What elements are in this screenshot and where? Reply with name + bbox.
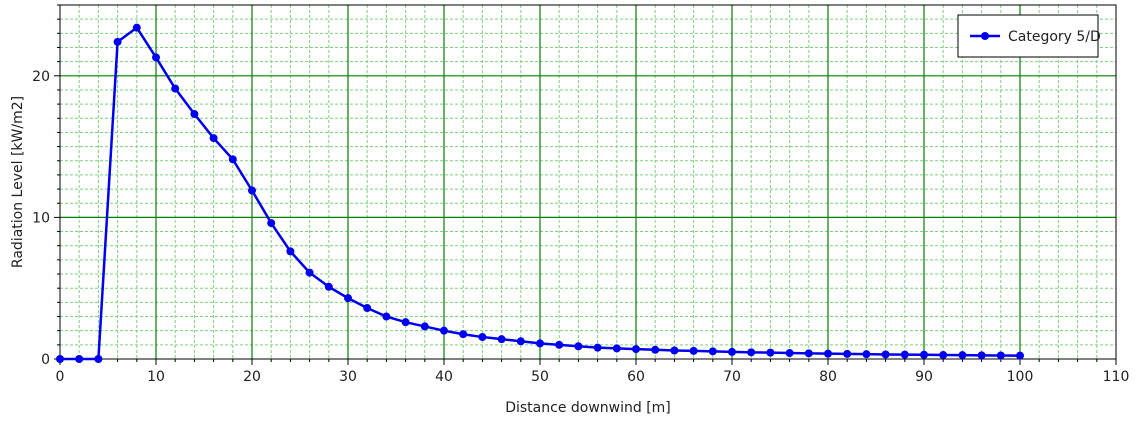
- x-tick-label: 80: [819, 369, 837, 385]
- data-point: [747, 348, 756, 357]
- data-point: [651, 345, 660, 354]
- minor-grid: [60, 4, 1116, 359]
- y-tick-label: 10: [32, 210, 50, 226]
- data-point: [113, 37, 122, 46]
- data-point: [305, 268, 314, 277]
- data-point: [228, 155, 237, 164]
- data-point: [958, 351, 967, 360]
- data-point: [689, 346, 698, 355]
- y-axis-tick-labels: 0 10 20: [32, 69, 50, 368]
- data-point: [632, 345, 640, 354]
- data-point: [94, 355, 103, 363]
- plot-area-frame: [59, 4, 1117, 360]
- x-tick-label: 30: [339, 369, 357, 385]
- x-tick-label: 40: [435, 369, 453, 385]
- data-point: [324, 282, 333, 291]
- data-point: [785, 349, 794, 358]
- x-axis-title: Distance downwind [m]: [505, 400, 671, 416]
- data-point: [497, 335, 506, 344]
- x-tick-label: 10: [147, 369, 165, 385]
- data-point: [824, 349, 832, 358]
- data-point: [881, 350, 890, 359]
- data-point: [382, 312, 391, 321]
- series-layer: [56, 23, 1024, 363]
- data-point: [267, 219, 276, 228]
- x-tick-label: 100: [1007, 369, 1034, 385]
- x-tick-label: 110: [1103, 369, 1130, 385]
- y-axis-title: Radiation Level [kW/m2]: [10, 96, 26, 268]
- data-point: [804, 349, 813, 358]
- data-point: [363, 304, 372, 313]
- data-point: [574, 342, 583, 351]
- data-point: [977, 351, 986, 360]
- data-point: [708, 347, 717, 356]
- data-point: [75, 355, 84, 363]
- data-point: [996, 351, 1005, 360]
- x-tick-label: 50: [531, 369, 549, 385]
- data-point: [56, 355, 64, 363]
- data-point: [132, 23, 141, 32]
- legend: Category 5/D: [957, 14, 1101, 58]
- x-tick-label: 70: [723, 369, 741, 385]
- data-point: [939, 351, 948, 360]
- x-axis-tick-labels: 0 10 20 30 40 50 60 70 80 90 100 110: [56, 369, 1130, 385]
- data-point: [209, 134, 218, 143]
- data-point: [843, 349, 852, 358]
- axis-ticks: [54, 4, 1117, 365]
- x-tick-label: 0: [56, 369, 65, 385]
- data-point: [612, 344, 621, 353]
- data-point: [862, 350, 871, 359]
- data-point: [555, 340, 564, 349]
- data-point: [286, 247, 295, 256]
- data-point: [516, 337, 525, 346]
- x-tick-label: 90: [915, 369, 933, 385]
- y-tick-label: 0: [41, 352, 50, 368]
- data-point: [536, 339, 544, 348]
- legend-marker: [981, 32, 989, 40]
- data-point: [920, 350, 928, 359]
- data-point: [900, 350, 909, 359]
- data-point: [401, 318, 410, 327]
- data-point: [440, 326, 448, 335]
- x-tick-label: 60: [627, 369, 645, 385]
- data-point: [766, 348, 775, 357]
- data-point: [420, 322, 429, 331]
- legend-series-label: Category 5/D: [1008, 29, 1101, 45]
- data-point: [459, 330, 468, 339]
- data-point: [593, 343, 602, 352]
- major-grid: [60, 5, 1116, 359]
- x-tick-label: 20: [243, 369, 261, 385]
- data-point: [190, 110, 199, 119]
- data-point: [1016, 351, 1024, 360]
- data-point: [344, 294, 352, 303]
- data-point: [728, 347, 736, 356]
- data-point: [478, 333, 487, 342]
- data-point: [670, 346, 679, 355]
- data-point: [248, 186, 256, 195]
- data-point: [152, 53, 160, 62]
- y-tick-label: 20: [32, 69, 50, 85]
- data-point: [171, 84, 180, 93]
